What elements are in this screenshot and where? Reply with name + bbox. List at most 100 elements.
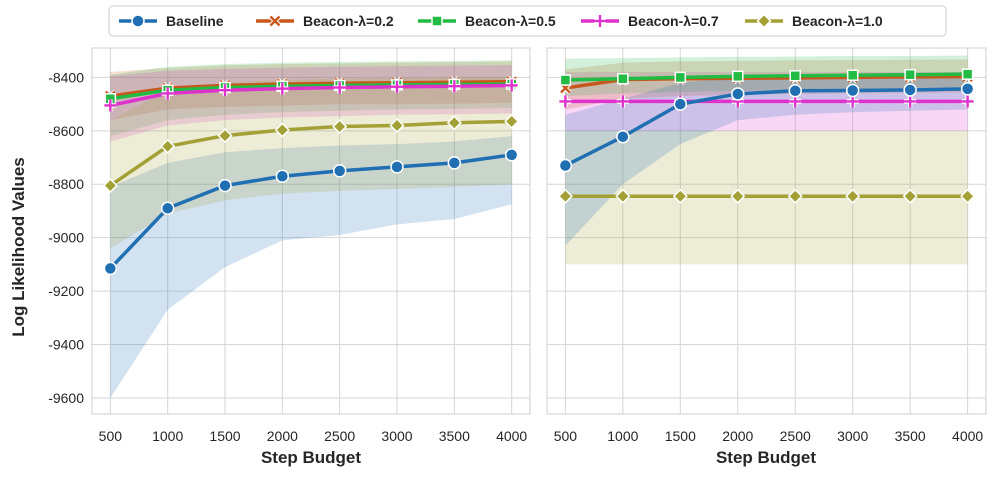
point-Beacon-λ=0.5 <box>559 74 572 86</box>
point-Beacon-λ=1.0 <box>217 128 233 144</box>
point-Beacon-λ=0.5 <box>789 70 801 82</box>
line-Beacon-λ=0.5 <box>110 82 512 101</box>
legend-label: Beacon-λ=0.7 <box>628 13 719 29</box>
legend-marker <box>431 15 443 27</box>
line-Baseline <box>109 153 512 270</box>
x-tick-label: 1500 <box>209 428 240 444</box>
point-Beacon-λ=0.7 <box>904 95 917 108</box>
y-tick-label: -9400 <box>48 337 84 353</box>
point-Beacon-λ=0.7 <box>616 95 629 108</box>
band-Beacon-λ=1.0 <box>110 76 512 249</box>
legend-item: Beacon-λ=0.5 <box>418 13 556 29</box>
series-Beacon-λ=0.7 <box>104 79 518 112</box>
band-Baseline <box>565 74 968 246</box>
right-panel: 500 1000 1500 2000 2500 3000 3500 4000 <box>546 47 987 444</box>
point-Beacon-λ=0.7 <box>448 80 461 93</box>
point-Baseline <box>275 169 290 183</box>
series-Beacon-λ=0.5 <box>559 68 974 86</box>
x-tick-label: 3000 <box>837 428 868 444</box>
point-Beacon-λ=0.7 <box>505 79 518 92</box>
point-Baseline <box>845 83 860 98</box>
point-Beacon-λ=0.7 <box>559 95 572 108</box>
series-Baseline <box>103 148 519 276</box>
x-tick-label: 2000 <box>267 428 298 444</box>
point-Beacon-λ=0.5 <box>904 68 916 81</box>
point-Beacon-λ=1.0 <box>902 188 918 204</box>
grid-lines <box>92 48 530 414</box>
point-Baseline <box>332 164 347 178</box>
point-Baseline <box>616 129 630 144</box>
band-Beacon-λ=0.2 <box>565 59 968 110</box>
point-Beacon-λ=1.0 <box>332 118 348 135</box>
plot-frame <box>546 47 987 415</box>
legend: Baseline Beacon-λ=0.2 Beacon-λ=0.5 Beacon-λ… <box>108 5 947 37</box>
legend-marker <box>131 14 145 28</box>
x-tick-label: 1500 <box>665 428 696 444</box>
band-Beacon-λ=0.2 <box>110 61 512 121</box>
point-Baseline <box>390 160 404 174</box>
point-Beacon-λ=0.5 <box>732 70 744 83</box>
point-Baseline <box>504 148 519 162</box>
series-Baseline <box>558 82 975 173</box>
point-Baseline <box>103 261 118 276</box>
line-Beacon-λ=1.0 <box>109 119 512 188</box>
band-Baseline <box>110 136 512 398</box>
point-Beacon-λ=1.0 <box>845 188 861 204</box>
point-Beacon-λ=1.0 <box>787 188 803 204</box>
point-Beacon-λ=0.7 <box>104 99 117 112</box>
x-tick-label: 4000 <box>952 428 983 444</box>
series-Beacon-λ=1.0 <box>557 188 976 204</box>
point-Baseline <box>673 97 688 111</box>
x-tick-label: 500 <box>99 428 123 444</box>
legend-item: Baseline <box>119 13 224 29</box>
point-Beacon-λ=1.0 <box>672 188 688 204</box>
point-Baseline <box>447 156 462 170</box>
point-Beacon-λ=1.0 <box>504 113 520 130</box>
series-Beacon-λ=1.0 <box>102 113 520 194</box>
x-axis-label-right: Step Budget <box>716 448 816 467</box>
point-Beacon-λ=1.0 <box>730 188 746 204</box>
y-tick-label: -9600 <box>48 390 84 406</box>
x-tick-label: 2500 <box>780 428 811 444</box>
point-Baseline <box>218 178 232 193</box>
y-tick-label: -8600 <box>48 123 84 139</box>
legend-marker <box>756 13 772 29</box>
point-Beacon-λ=0.7 <box>961 95 974 108</box>
legend-marker <box>594 15 606 27</box>
point-Beacon-λ=0.7 <box>846 95 859 108</box>
series-Beacon-λ=0.7 <box>559 95 974 108</box>
confidence-bands <box>110 60 512 398</box>
legend-item: Beacon-λ=0.2 <box>256 13 394 29</box>
point-Beacon-λ=1.0 <box>389 117 405 134</box>
x-tick-label: 2000 <box>722 428 753 444</box>
line-Baseline <box>564 87 968 168</box>
line-Beacon-λ=0.2 <box>110 79 512 98</box>
x-tick-label: 4000 <box>496 428 527 444</box>
x-tick-label: 1000 <box>152 428 183 444</box>
point-Beacon-λ=0.7 <box>161 87 174 100</box>
point-Beacon-λ=1.0 <box>557 188 573 204</box>
point-Beacon-λ=0.5 <box>617 72 629 85</box>
plot-frame <box>91 47 531 415</box>
point-Beacon-λ=0.7 <box>276 82 289 95</box>
grid-lines <box>547 48 986 414</box>
legend-item: Beacon-λ=1.0 <box>745 13 883 29</box>
y-tick-label: -8400 <box>48 69 84 85</box>
y-tick-label: -9000 <box>48 230 84 246</box>
band-Beacon-λ=0.5 <box>110 60 512 137</box>
point-Beacon-λ=1.0 <box>274 122 290 138</box>
line-Beacon-λ=0.5 <box>565 72 968 82</box>
point-Baseline <box>903 83 917 97</box>
x-tick-label: 3500 <box>895 428 926 444</box>
x-tick-label: 3500 <box>439 428 470 444</box>
point-Beacon-λ=0.7 <box>333 81 346 94</box>
line-Beacon-λ=0.7 <box>109 83 512 108</box>
x-tick-label: 500 <box>554 428 578 444</box>
legend-label: Beacon-λ=0.2 <box>303 13 394 29</box>
legend-label: Beacon-λ=0.5 <box>465 13 556 29</box>
point-Beacon-λ=1.0 <box>446 115 462 131</box>
legend-item: Beacon-λ=0.7 <box>581 13 719 29</box>
legend-label: Baseline <box>166 13 224 29</box>
point-Beacon-λ=0.7 <box>390 80 403 93</box>
point-Beacon-λ=0.5 <box>961 68 974 80</box>
